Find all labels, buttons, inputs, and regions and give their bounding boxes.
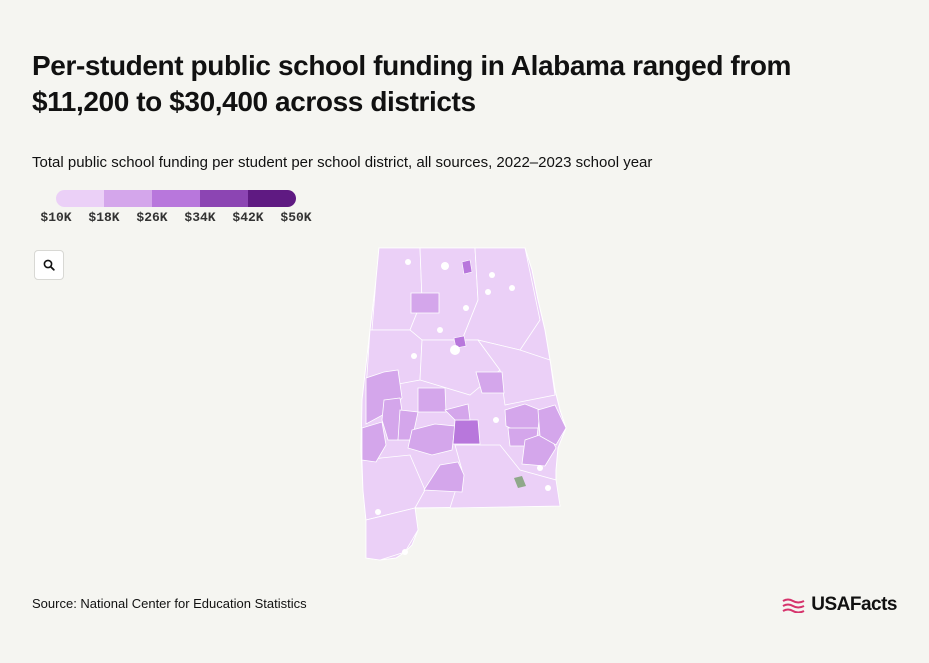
legend-swatch-2: [104, 190, 152, 207]
legend-swatch-4: [200, 190, 248, 207]
district-north_small_2[interactable]: [453, 335, 467, 349]
district-sumter_area[interactable]: [444, 403, 471, 421]
chart-title: Per-student public school funding in Ala…: [32, 50, 792, 117]
city-district[interactable]: [411, 353, 417, 359]
chart-subtitle: Total public school funding per student …: [32, 154, 653, 171]
district-north_small_1[interactable]: [461, 259, 473, 275]
legend-swatch-5: [248, 190, 296, 207]
color-legend: $10K $18K $26K $34K $42K $50K: [32, 190, 320, 225]
district-pickens_area[interactable]: [365, 369, 403, 425]
district-lawrence_area[interactable]: [410, 292, 440, 314]
legend-tick: $10K: [40, 210, 72, 225]
source-note: Source: National Center for Education St…: [32, 596, 307, 611]
city-district[interactable]: [437, 327, 443, 333]
city-district[interactable]: [402, 549, 408, 555]
legend-swatch-3: [152, 190, 200, 207]
district-clay_area[interactable]: [475, 371, 505, 394]
legend-tick: $26K: [136, 210, 168, 225]
city-district[interactable]: [450, 345, 460, 355]
legend-ticks: $10K $18K $26K $34K $42K $50K: [32, 210, 320, 225]
legend-tick: $18K: [88, 210, 120, 225]
legend-tick: $50K: [280, 210, 312, 225]
city-district[interactable]: [463, 305, 469, 311]
legend-bar: [56, 190, 320, 207]
district-perry_area[interactable]: [417, 387, 447, 413]
no-data-district: [514, 476, 526, 488]
district-central_east[interactable]: [477, 339, 556, 406]
usafacts-logo[interactable]: USAFacts: [782, 594, 897, 616]
district-marengo_area[interactable]: [361, 421, 387, 463]
district-wilcox_area[interactable]: [423, 461, 465, 493]
brand-name: USAFacts: [811, 594, 897, 615]
small-city-districts: [375, 259, 551, 555]
search-icon: [43, 259, 55, 271]
flag-icon: [782, 598, 805, 613]
city-district[interactable]: [441, 262, 449, 270]
city-district[interactable]: [489, 272, 495, 278]
district-lowndes_area[interactable]: [452, 419, 481, 445]
city-district[interactable]: [405, 259, 411, 265]
city-district[interactable]: [375, 509, 381, 515]
district-russell_area[interactable]: [537, 404, 567, 446]
legend-tick: $34K: [184, 210, 216, 225]
legend-tick: $42K: [232, 210, 264, 225]
legend-swatch-1: [56, 190, 104, 207]
city-district[interactable]: [493, 417, 499, 423]
city-district[interactable]: [545, 485, 551, 491]
city-district[interactable]: [509, 285, 515, 291]
city-district[interactable]: [485, 289, 491, 295]
zoom-button[interactable]: [34, 250, 64, 280]
city-district[interactable]: [537, 465, 543, 471]
district-dallas_area[interactable]: [407, 423, 456, 456]
